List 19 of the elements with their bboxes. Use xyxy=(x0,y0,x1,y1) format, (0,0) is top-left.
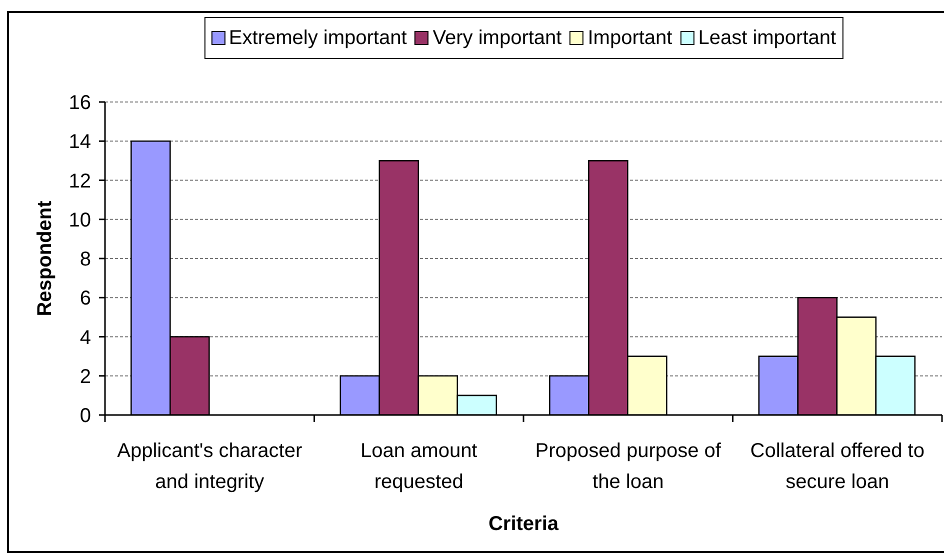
y-tick-label: 14 xyxy=(68,131,91,154)
y-tick-label: 6 xyxy=(80,288,91,310)
y-axis-title: Respondent xyxy=(34,200,56,316)
y-tick-label: 10 xyxy=(68,209,91,232)
y-tick-label: 16 xyxy=(68,92,91,114)
y-tick-label: 2 xyxy=(80,366,91,388)
legend-label: Important xyxy=(588,26,672,50)
x-tick-label: Applicant's character and integrity xyxy=(117,440,302,493)
x-tick-label: Collateral offered to secure loan xyxy=(750,440,924,493)
legend-label: Least important xyxy=(698,26,836,50)
y-tick-label: 4 xyxy=(80,326,91,349)
x-axis-title: Criteria xyxy=(488,513,560,535)
y-tick-label: 0 xyxy=(80,405,91,428)
y-tick-label: 8 xyxy=(80,248,91,271)
x-tick-label: Proposed purpose of the loan xyxy=(535,440,722,493)
legend-label: Very important xyxy=(432,26,562,50)
x-tick-label: Loan amount requested xyxy=(360,440,478,493)
y-tick-label: 12 xyxy=(68,170,91,192)
legend-label: Extremely important xyxy=(228,26,407,50)
